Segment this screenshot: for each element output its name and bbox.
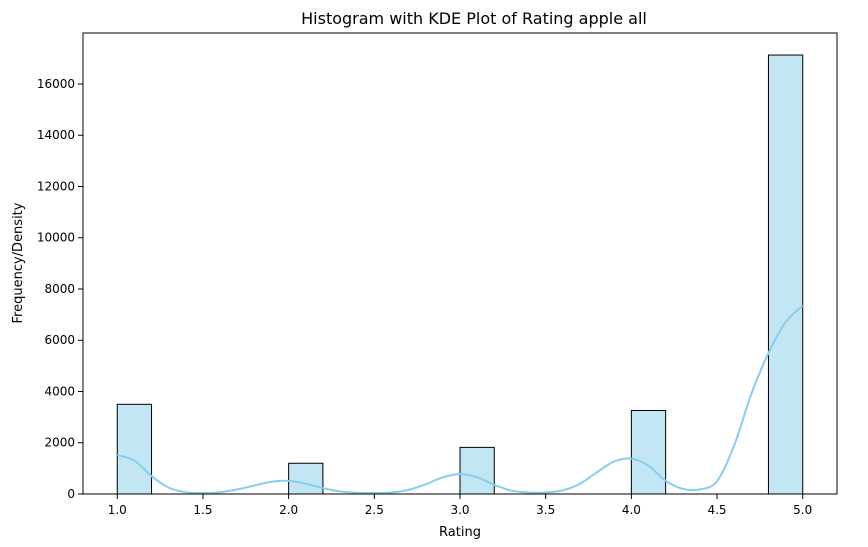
histogram-bar xyxy=(459,446,495,495)
y-axis-label: Frequency/Density xyxy=(11,202,26,323)
x-tick-label: 1.0 xyxy=(108,503,127,517)
chart-title: Histogram with KDE Plot of Rating apple … xyxy=(301,9,647,28)
y-tick-label: 4000 xyxy=(44,384,75,398)
y-axis-ticks: 0 2000 4000 6000 8000 10000 12000 14000 16000 xyxy=(37,77,83,501)
x-tick-label: 4.0 xyxy=(622,503,641,517)
histogram-bars xyxy=(116,54,804,495)
kde-curve xyxy=(116,304,804,494)
y-tick-label: 6000 xyxy=(44,333,75,347)
x-tick-label: 3.0 xyxy=(450,503,469,517)
y-tick-label: 8000 xyxy=(44,282,75,296)
y-tick-label: 16000 xyxy=(37,77,75,91)
histogram-bar xyxy=(288,462,324,495)
histogram-bar xyxy=(116,403,153,495)
y-tick-label: 2000 xyxy=(44,436,75,450)
plot-frame xyxy=(82,32,838,495)
x-tick-label: 4.5 xyxy=(707,503,726,517)
y-tick-label: 0 xyxy=(67,487,75,501)
x-tick-label: 5.0 xyxy=(793,503,812,517)
x-axis-ticks: 1.0 1.5 2.0 2.5 3.0 3.5 4.0 4.5 5.0 xyxy=(108,494,812,517)
x-tick-label: 2.5 xyxy=(365,503,384,517)
x-tick-label: 3.5 xyxy=(536,503,555,517)
histogram-bar xyxy=(767,54,804,495)
x-axis-label: Rating xyxy=(439,525,481,540)
y-tick-label: 10000 xyxy=(37,231,75,245)
histogram-bar xyxy=(630,409,667,495)
y-tick-label: 14000 xyxy=(37,128,75,142)
x-tick-label: 2.0 xyxy=(279,503,298,517)
x-tick-label: 1.5 xyxy=(193,503,212,517)
y-tick-label: 12000 xyxy=(37,179,75,193)
